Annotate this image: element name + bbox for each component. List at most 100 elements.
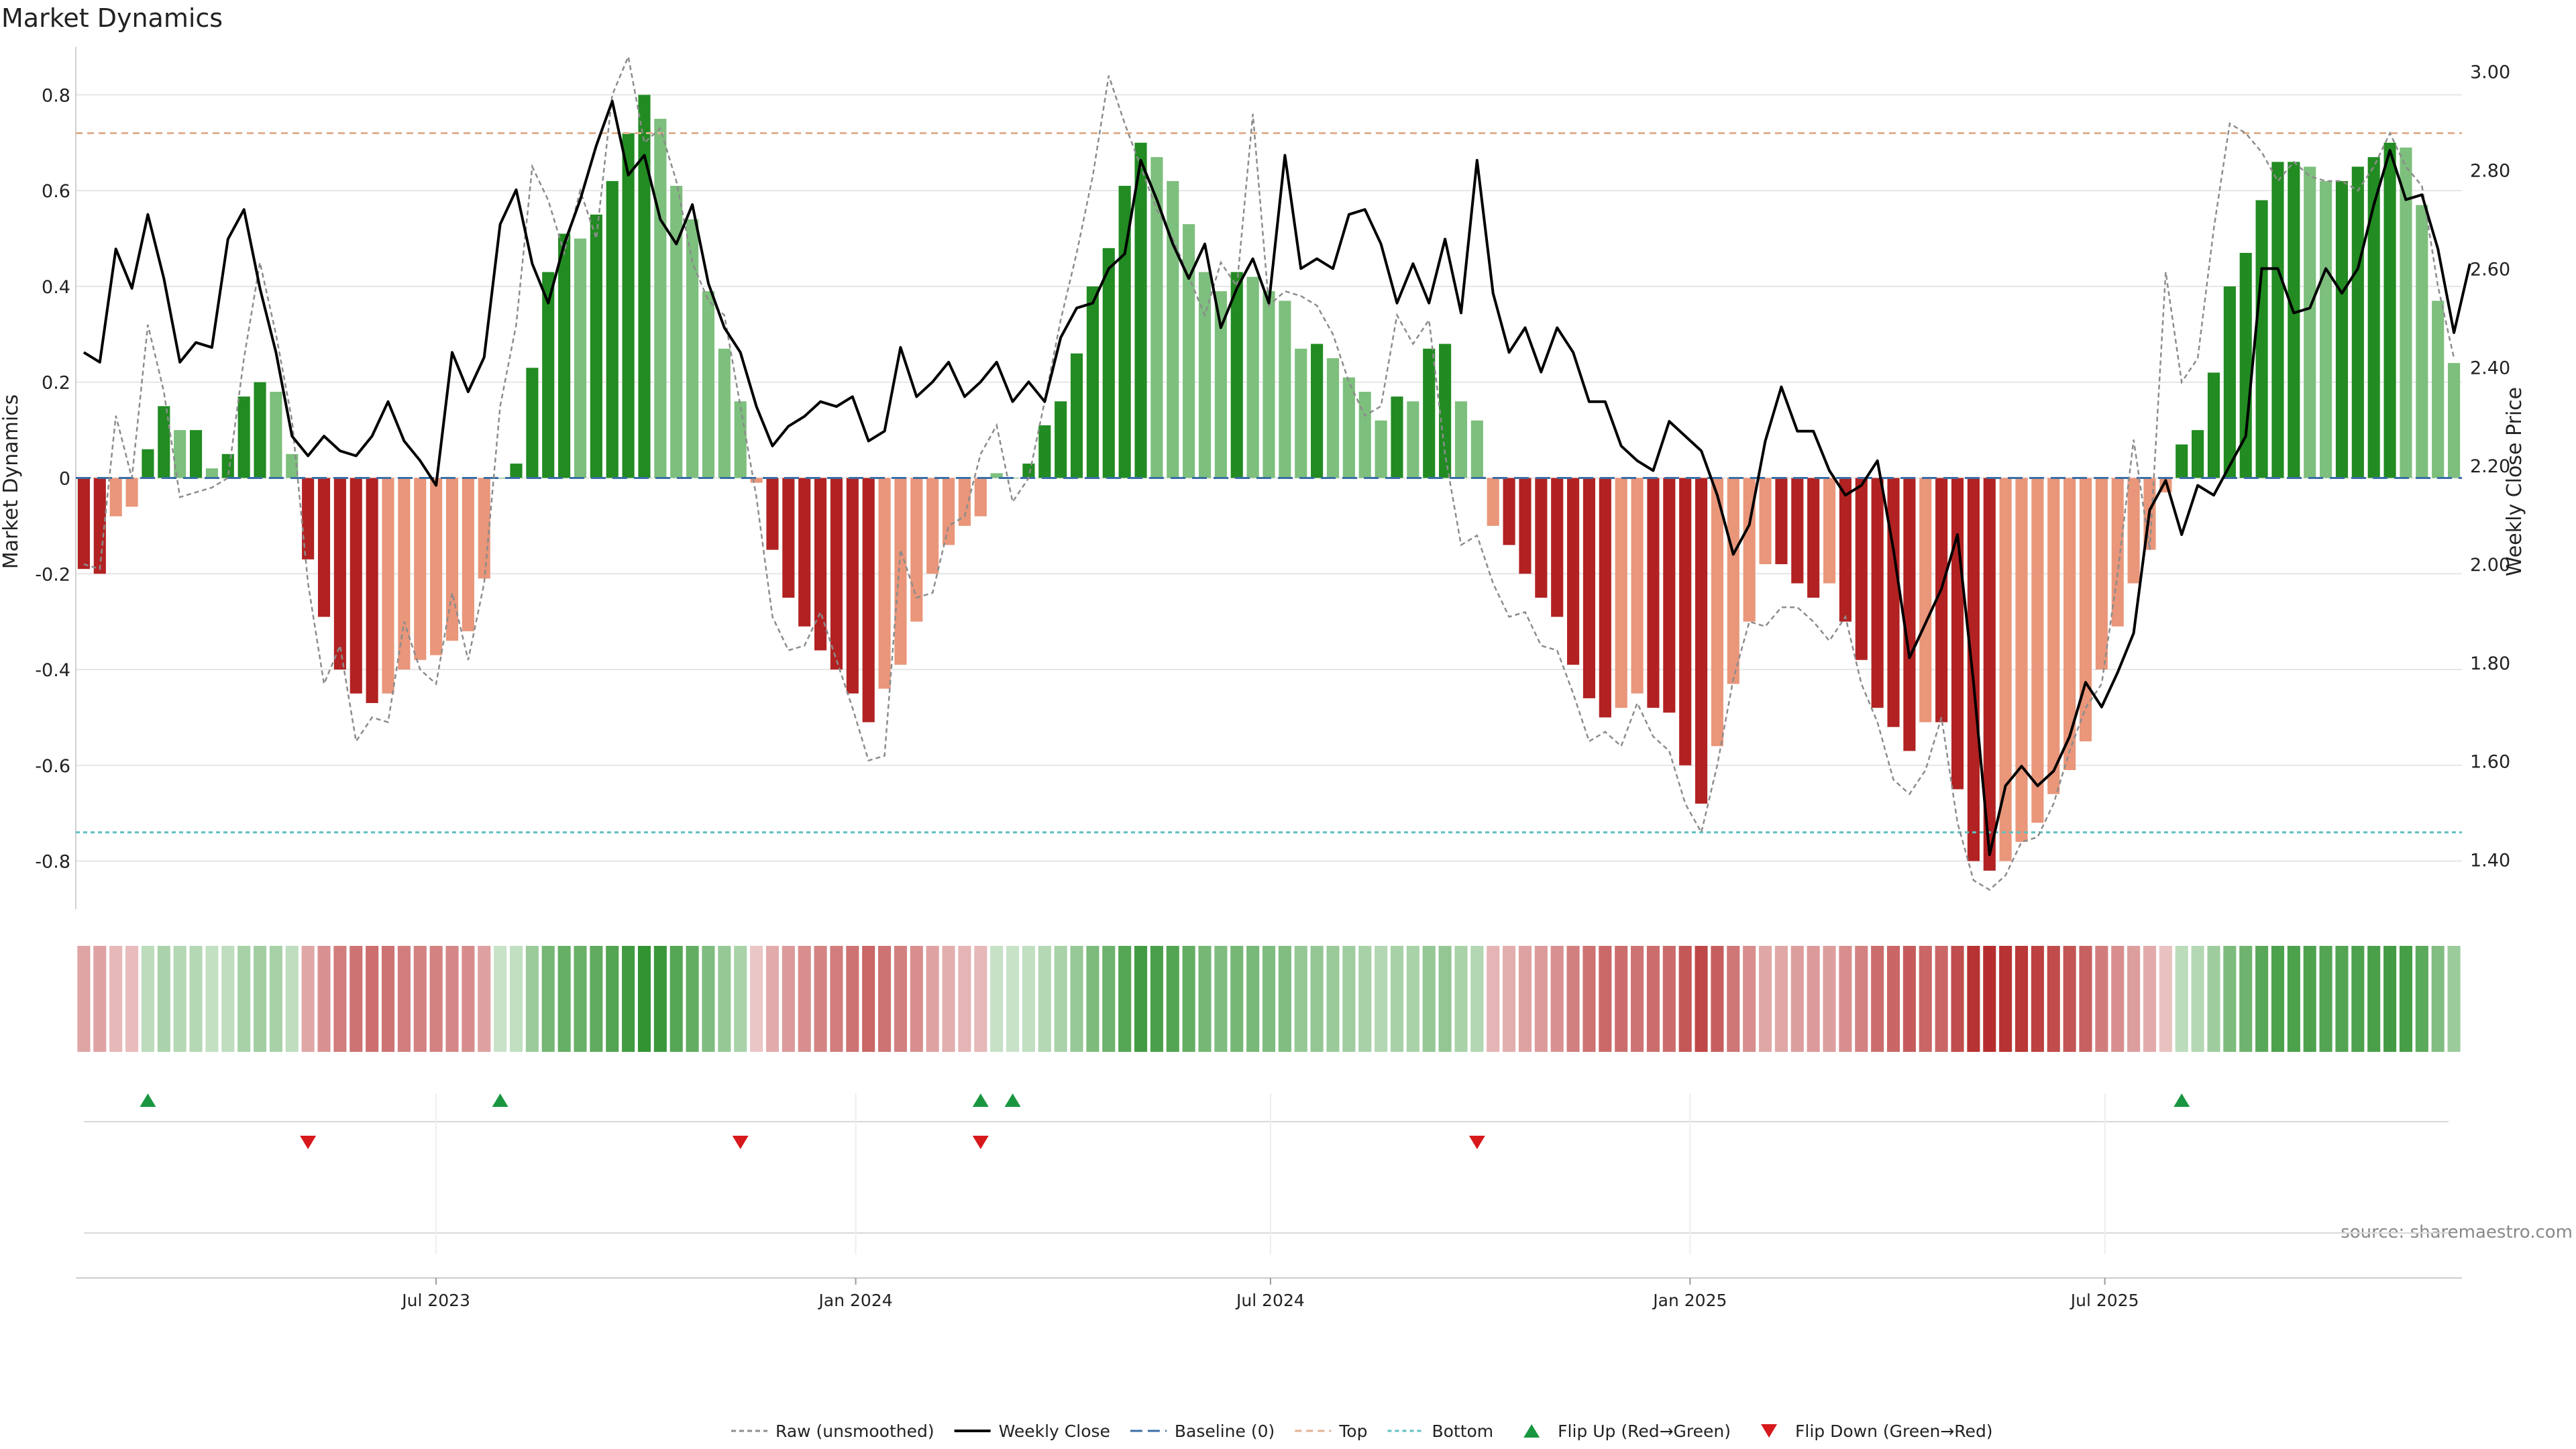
legend-label: Flip Up (Red→Green)	[1558, 1421, 1731, 1441]
heat-cell	[2271, 946, 2285, 1052]
dynamics-bar	[1951, 478, 1964, 790]
legend-label: Top	[1338, 1421, 1367, 1441]
dynamics-bar	[1582, 478, 1596, 698]
dynamics-bar	[750, 478, 763, 483]
dynamics-bar	[1807, 478, 1820, 598]
heat-cell	[1902, 946, 1916, 1052]
heat-cell	[2079, 946, 2092, 1052]
dynamics-bar	[942, 478, 955, 545]
heat-cell	[606, 946, 619, 1052]
heat-cell	[2319, 946, 2332, 1052]
heat-cell	[1919, 946, 1932, 1052]
dynamics-bar	[1967, 478, 1980, 861]
dynamics-bar	[1887, 478, 1900, 727]
x-axis: Jul 2023 Jan 2024 Jul 2024 Jan 2025 Jul 2025	[76, 1093, 2462, 1310]
y2-tick-label: 2.60	[2470, 259, 2510, 280]
dynamics-bar	[1055, 401, 1067, 478]
heat-cell	[2207, 946, 2220, 1052]
dynamics-bar	[333, 478, 346, 670]
dynamics-bar	[1423, 348, 1436, 478]
y-tick-label: -0.6	[35, 756, 70, 777]
x-tick-label: Jul 2025	[2070, 1291, 2139, 1310]
heat-cell	[1054, 946, 1067, 1052]
flip-up-marker	[972, 1093, 989, 1107]
y-tick-label: -0.2	[35, 564, 70, 585]
dynamics-bar	[878, 478, 891, 689]
dynamics-bar	[1246, 276, 1259, 478]
dynamics-bar	[1791, 478, 1804, 584]
heat-cell	[990, 946, 1004, 1052]
dynamics-bar	[2335, 180, 2349, 478]
dynamics-bar	[1631, 478, 1644, 694]
heat-cell	[2127, 946, 2141, 1052]
heat-cell	[782, 946, 795, 1052]
heat-cell	[285, 946, 299, 1052]
y2-tick-label: 1.80	[2470, 653, 2510, 674]
heat-cell	[494, 946, 507, 1052]
heat-cell	[1390, 946, 1404, 1052]
dynamics-bar	[2192, 430, 2204, 478]
dynamics-bar	[2304, 166, 2316, 478]
heat-cell	[1358, 946, 1372, 1052]
flip-markers	[84, 1093, 2449, 1234]
heat-cell	[2431, 946, 2445, 1052]
heat-cell	[77, 946, 91, 1052]
flip-down-marker	[1468, 1136, 1485, 1149]
dynamics-bar	[109, 478, 122, 517]
dynamics-bar	[494, 478, 506, 479]
heat-cell	[1438, 946, 1452, 1052]
heat-cell	[2255, 946, 2269, 1052]
dynamics-bar	[2207, 372, 2220, 478]
dynamics-bar	[734, 401, 747, 478]
heat-cell	[525, 946, 539, 1052]
dynamics-bar	[1823, 478, 1836, 584]
heat-cell	[910, 946, 923, 1052]
dynamics-bar	[1198, 272, 1212, 478]
heat-cell	[718, 946, 731, 1052]
dynamics-bar	[478, 478, 490, 579]
dynamics-bar	[1903, 478, 1916, 751]
dynamics-bar	[2047, 478, 2060, 794]
dynamics-bar	[2063, 478, 2076, 770]
x-tick-label: Jan 2024	[818, 1291, 893, 1310]
heat-cell	[1470, 946, 1484, 1052]
dynamics-bar	[1134, 142, 1147, 478]
y-tick-label: 0	[59, 469, 70, 490]
heat-cell	[125, 946, 139, 1052]
dynamics-bar	[2271, 162, 2284, 478]
dynamics-bar	[1295, 348, 1307, 478]
dynamics-bar	[1263, 291, 1275, 478]
heat-cell	[2223, 946, 2237, 1052]
dynamics-bar	[430, 478, 443, 655]
heat-cell	[2335, 946, 2349, 1052]
dynamics-bar	[2079, 478, 2092, 742]
dynamics-bar	[1503, 478, 1515, 545]
heat-cell	[1646, 946, 1660, 1052]
heat-cell	[333, 946, 347, 1052]
dynamics-bar	[926, 478, 939, 574]
dynamics-bar	[2416, 205, 2428, 478]
heat-cell	[1871, 946, 1884, 1052]
dynamics-bar	[1375, 420, 1387, 478]
dynamics-bar	[1279, 301, 1291, 478]
heat-cell	[429, 946, 443, 1052]
legend-label: Bottom	[1432, 1421, 1493, 1441]
heat-cell	[974, 946, 987, 1052]
dynamics-bar	[1183, 224, 1195, 478]
heat-cell	[381, 946, 395, 1052]
y2-tick-label: 3.00	[2470, 62, 2510, 83]
heat-cell	[2383, 946, 2397, 1052]
dynamics-bar	[174, 430, 186, 478]
dynamics-bar	[2288, 162, 2300, 478]
heat-cell	[958, 946, 971, 1052]
dynamics-bar	[1839, 478, 1851, 622]
dynamics-bar	[205, 468, 218, 478]
heat-cell	[2303, 946, 2316, 1052]
heat-cell	[798, 946, 811, 1052]
heat-cell	[1454, 946, 1468, 1052]
heat-cell	[1070, 946, 1083, 1052]
dynamics-bar	[2320, 180, 2332, 478]
dynamics-bars	[77, 95, 2461, 871]
heat-cell	[157, 946, 170, 1052]
heat-cell	[445, 946, 459, 1052]
